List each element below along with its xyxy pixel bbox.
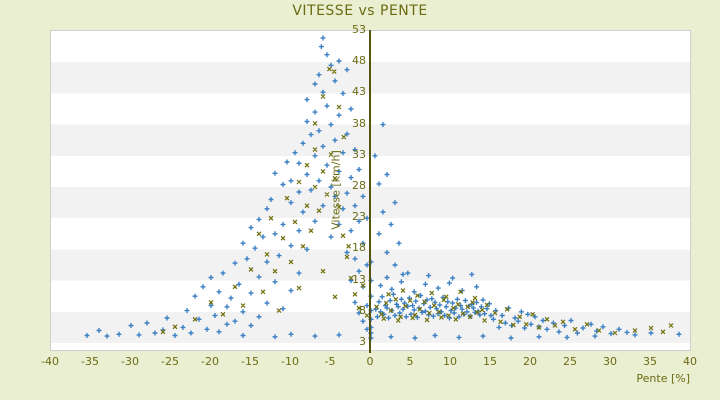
y-tick-label: 53 [352,23,366,36]
x-tick-label: 10 [443,355,457,368]
zero-axis-line [369,30,371,353]
y-tick-label: 8 [359,303,366,317]
x-tick-label: -35 [81,355,99,368]
x-axis-title: Pente [%] [636,372,690,385]
x-tick-label: -10 [281,355,299,368]
x-tick-label: -30 [121,355,139,368]
y-tick-label: 33 [352,147,366,161]
y-tick-label: 3 [359,335,366,348]
y-tick-label: 13 [352,272,366,286]
scatter-points-canvas [84,35,682,341]
x-tick-label: 35 [643,355,657,368]
x-tick-label: 0 [366,355,374,368]
y-tick-label: 18 [352,241,366,255]
x-tick-label: -25 [161,355,179,368]
y-tick-label: 28 [352,179,366,192]
chart-title: VITESSE vs PENTE [292,3,428,19]
scatter-series-1 [84,35,682,341]
x-tick-label: 20 [523,355,537,368]
x-tick-label: 25 [563,355,577,368]
scatter-series-2 [160,66,674,336]
x-tick-label: 15 [483,355,497,368]
x-tick-label: 5 [406,355,414,368]
y-tick-label: 23 [352,210,366,224]
x-tick-label: -20 [201,355,219,368]
x-tick-label: 40 [683,355,697,368]
x-tick-label: -5 [324,355,336,368]
x-tick-label: -40 [41,355,59,368]
y-tick-label: 48 [352,54,366,68]
x-tick-label: -15 [241,355,259,368]
y-axis-title: Vitesse [km/h] [329,150,343,230]
x-tick-label: 30 [603,355,617,368]
y-tick-label: 43 [352,85,366,99]
y-tick-label: 38 [352,116,366,130]
